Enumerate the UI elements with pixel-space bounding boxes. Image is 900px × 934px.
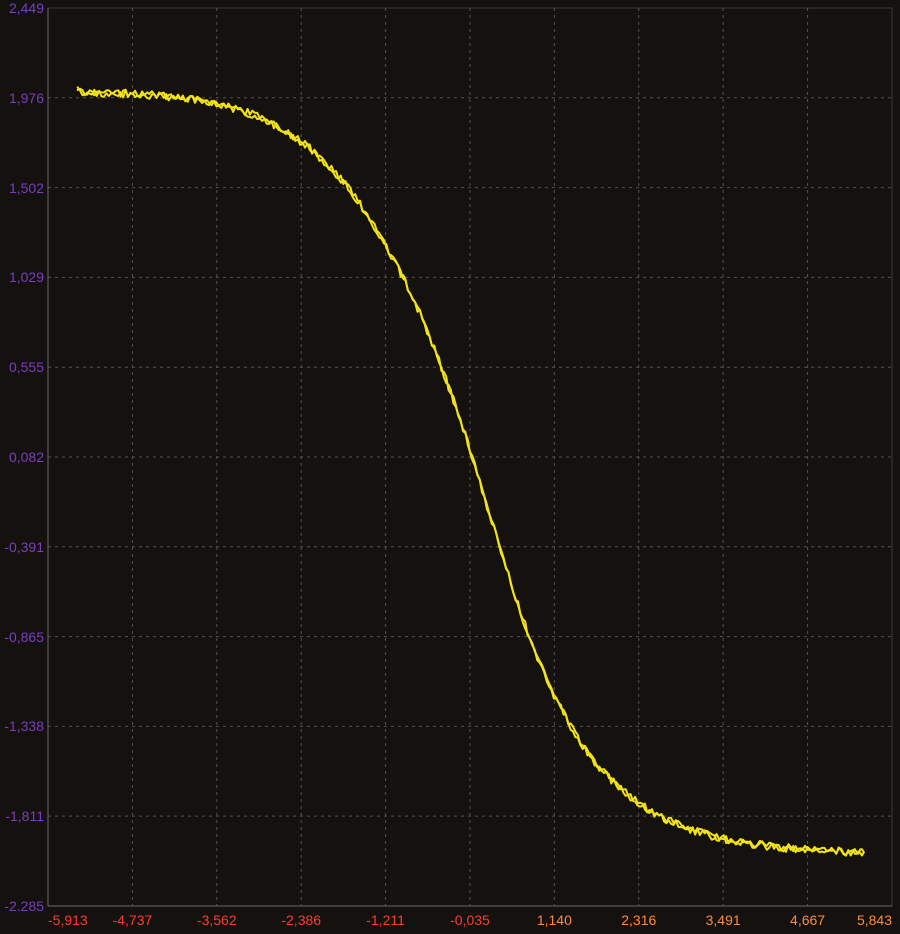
y-tick-label: 2,449 [9, 0, 44, 16]
y-tick-label: 0,555 [9, 359, 44, 375]
x-tick-label: -4,737 [113, 912, 153, 928]
x-tick-label: -3,562 [197, 912, 237, 928]
x-tick-label: -5,913 [48, 912, 88, 928]
x-tick-label: -2,386 [281, 912, 321, 928]
y-tick-label: 0,082 [9, 449, 44, 465]
x-tick-label: 3,491 [706, 912, 741, 928]
line-chart: -2.285-1,811-1,338-0,865-0,3910,0820,555… [0, 0, 900, 934]
y-tick-label: -1,338 [4, 718, 44, 734]
chart-svg [0, 0, 900, 934]
x-tick-label: -0,035 [450, 912, 490, 928]
x-tick-label: -1,211 [366, 912, 405, 928]
x-tick-label: 1,140 [537, 912, 572, 928]
x-tick-label: 5,843 [857, 912, 892, 928]
y-tick-label: -0,865 [4, 629, 44, 645]
y-tick-label: 1,029 [9, 269, 44, 285]
x-tick-labels: -5,913 -4,737 -3,562 -2,386 -1,211 -0,035 1,14… [0, 912, 900, 934]
x-tick-label: 2,316 [621, 912, 656, 928]
y-tick-label: -1,811 [5, 808, 44, 824]
y-tick-labels: -2.285-1,811-1,338-0,865-0,3910,0820,555… [0, 0, 44, 934]
x-tick-label: 4,667 [790, 912, 825, 928]
y-tick-label: 1,976 [9, 90, 44, 106]
y-tick-label: 1,502 [9, 180, 44, 196]
y-tick-label: -0,391 [4, 539, 44, 555]
